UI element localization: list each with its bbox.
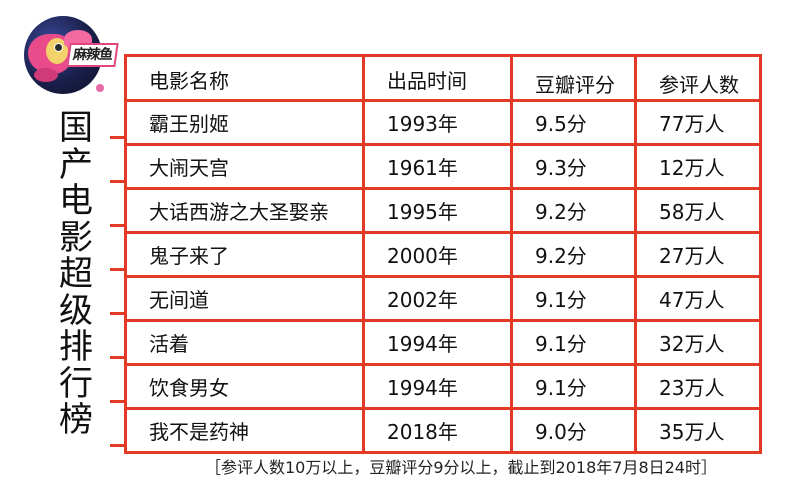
row-tick-mark xyxy=(110,224,126,227)
cell-movie-name: 饮食男女 xyxy=(124,363,365,410)
title-char: 排 xyxy=(59,327,93,367)
cell-release-year: 2018年 xyxy=(362,407,513,454)
title-char: 榜 xyxy=(59,400,93,440)
cell-movie-name: 大闹天宫 xyxy=(124,143,365,190)
cell-movie-name: 活着 xyxy=(124,319,365,366)
table-row: 活着 1994年 9.1分 32万人 xyxy=(124,319,762,366)
row-tick-mark xyxy=(110,444,126,447)
row-tick-mark xyxy=(110,312,126,315)
cell-rater-count: 27万人 xyxy=(634,231,762,278)
cell-rater-count: 35万人 xyxy=(634,407,762,454)
column-header-score: 豆瓣评分 xyxy=(510,54,637,102)
table-row: 大话西游之大圣娶亲 1995年 9.2分 58万人 xyxy=(124,187,762,234)
title-char: 国 xyxy=(59,108,93,148)
cell-movie-name: 我不是药神 xyxy=(124,407,365,454)
cell-douban-score: 9.1分 xyxy=(510,275,637,322)
title-char: 级 xyxy=(59,290,93,331)
cell-release-year: 1993年 xyxy=(362,99,513,146)
table-row: 大闹天宫 1961年 9.3分 12万人 xyxy=(124,143,762,190)
cell-douban-score: 9.5分 xyxy=(510,99,637,146)
logo-dot-decoration xyxy=(96,84,104,92)
cell-movie-name: 大话西游之大圣娶亲 xyxy=(124,187,365,234)
title-char: 影 xyxy=(59,217,93,258)
cell-rater-count: 12万人 xyxy=(634,143,762,190)
cell-release-year: 1961年 xyxy=(362,143,513,190)
row-tick-mark xyxy=(110,180,126,183)
column-header-name: 电影名称 xyxy=(124,54,365,102)
vertical-page-title: 国 产 电 影 超 级 排 行 榜 xyxy=(54,110,98,439)
fish-eye-shape xyxy=(54,43,63,52)
title-char: 产 xyxy=(59,144,93,185)
cell-release-year: 1995年 xyxy=(362,187,513,234)
title-char: 行 xyxy=(59,363,93,404)
footnote-criteria: ［参评人数10万以上，豆瓣评分9分以上，截止到2018年7月8日24时］ xyxy=(205,458,717,477)
cell-release-year: 1994年 xyxy=(362,363,513,410)
cell-movie-name: 霸王别姬 xyxy=(124,99,365,146)
table-row: 无间道 2002年 9.1分 47万人 xyxy=(124,275,762,322)
cell-rater-count: 23万人 xyxy=(634,363,762,410)
cell-douban-score: 9.1分 xyxy=(510,363,637,410)
table-row: 霸王别姬 1993年 9.5分 77万人 xyxy=(124,99,762,146)
cell-douban-score: 9.2分 xyxy=(510,231,637,278)
row-tick-mark xyxy=(110,268,126,271)
cell-rater-count: 32万人 xyxy=(634,319,762,366)
cell-douban-score: 9.3分 xyxy=(510,143,637,190)
column-header-count: 参评人数 xyxy=(634,54,762,102)
cell-douban-score: 9.0分 xyxy=(510,407,637,454)
table-row: 我不是药神 2018年 9.0分 35万人 xyxy=(124,407,762,454)
table-header-row: 电影名称 出品时间 豆瓣评分 参评人数 xyxy=(124,54,762,102)
cell-douban-score: 9.1分 xyxy=(510,319,637,366)
cell-release-year: 2000年 xyxy=(362,231,513,278)
title-char: 超 xyxy=(59,254,93,294)
movie-ranking-table: 电影名称 出品时间 豆瓣评分 参评人数 霸王别姬 1993年 9.5分 77万人… xyxy=(124,54,762,454)
row-tick-mark xyxy=(110,356,126,359)
cell-movie-name: 鬼子来了 xyxy=(124,231,365,278)
table-row: 鬼子来了 2000年 9.2分 27万人 xyxy=(124,231,762,278)
row-tick-mark xyxy=(110,400,126,403)
cell-douban-score: 9.2分 xyxy=(510,187,637,234)
title-char: 电 xyxy=(59,181,93,221)
cell-rater-count: 58万人 xyxy=(634,187,762,234)
cell-rater-count: 47万人 xyxy=(634,275,762,322)
logo-text-badge: 麻辣鱼 xyxy=(66,43,119,67)
cell-release-year: 1994年 xyxy=(362,319,513,366)
table-row: 饮食男女 1994年 9.1分 23万人 xyxy=(124,363,762,410)
column-header-year: 出品时间 xyxy=(362,54,513,102)
cell-rater-count: 77万人 xyxy=(634,99,762,146)
fish-fin-shape xyxy=(34,68,58,82)
cell-movie-name: 无间道 xyxy=(124,275,365,322)
row-tick-mark xyxy=(110,136,126,139)
cell-release-year: 2002年 xyxy=(362,275,513,322)
